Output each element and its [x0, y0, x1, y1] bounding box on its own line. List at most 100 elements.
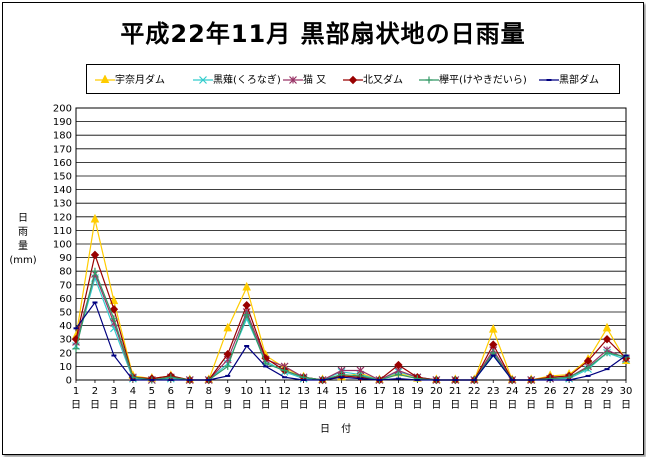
data-point — [90, 213, 100, 223]
x-tick-label: 22 — [468, 386, 481, 397]
x-tick-suffix: 日 — [412, 400, 422, 411]
data-point — [73, 327, 79, 330]
x-tick-label: 16 — [354, 386, 367, 397]
y-tick-label: 170 — [53, 144, 72, 155]
data-point — [282, 376, 288, 379]
data-point — [489, 340, 498, 349]
y-axis-label-line: 日 — [18, 213, 28, 224]
x-tick-label: 28 — [582, 386, 595, 397]
x-tick-suffix: 日 — [128, 400, 138, 411]
x-tick-label: 5 — [149, 386, 155, 397]
data-point — [602, 334, 612, 344]
x-tick-suffix: 日 — [564, 400, 574, 411]
data-point — [110, 315, 118, 323]
y-tick-label: 40 — [59, 321, 72, 332]
data-point — [623, 354, 629, 357]
x-tick-label: 17 — [373, 386, 386, 397]
legend-label: 宇奈月ダム — [115, 75, 165, 86]
legend-swatch — [193, 76, 213, 84]
y-axis-label-line: 雨 — [18, 227, 28, 238]
x-tick-suffix: 日 — [71, 400, 81, 411]
data-point — [289, 76, 297, 84]
x-tick-label: 8 — [206, 386, 212, 397]
data-point — [509, 379, 515, 381]
data-point — [528, 379, 534, 381]
x-tick-suffix: 日 — [583, 400, 593, 411]
y-tick-label: 110 — [53, 226, 72, 237]
x-tick-label: 24 — [506, 386, 519, 397]
data-point — [109, 305, 119, 314]
chart-title: 平成22年11月 黒部扇状地の日雨量 — [120, 20, 526, 48]
data-point — [603, 349, 611, 357]
y-tick-label: 60 — [59, 294, 72, 305]
y-tick-label: 20 — [59, 348, 72, 359]
data-point — [357, 377, 363, 380]
x-tick-suffix: 日 — [90, 400, 100, 411]
y-axis-label-line: 量 — [18, 241, 28, 252]
data-point — [223, 322, 233, 332]
y-tick-label: 70 — [59, 280, 72, 291]
data-point — [394, 360, 403, 370]
x-tick-suffix: 日 — [374, 400, 384, 411]
y-tick-label: 120 — [53, 212, 72, 223]
x-tick-label: 21 — [449, 386, 462, 397]
x-tick-label: 13 — [297, 386, 310, 397]
data-point — [566, 379, 572, 381]
x-tick-suffix: 日 — [621, 400, 631, 411]
data-point — [244, 345, 250, 347]
series-line — [75, 301, 627, 381]
data-point — [490, 354, 496, 357]
legend-label: 欅平(けやきだいら) — [439, 75, 527, 86]
x-tick-suffix: 日 — [602, 400, 612, 411]
x-tick-label: 25 — [525, 386, 538, 397]
x-tick-label: 19 — [411, 386, 424, 397]
x-tick-suffix: 日 — [450, 400, 460, 411]
y-tick-label: 30 — [59, 335, 72, 346]
x-tick-label: 30 — [620, 386, 633, 397]
data-point — [584, 364, 592, 372]
data-point — [320, 379, 326, 381]
data-point — [376, 379, 382, 381]
data-point — [242, 281, 251, 291]
x-tick-label: 11 — [259, 386, 272, 397]
x-tick-label: 3 — [111, 386, 117, 397]
legend-swatch — [283, 76, 303, 84]
data-point — [414, 379, 420, 381]
data-point — [339, 376, 345, 379]
x-tick-label: 23 — [487, 386, 500, 397]
data-point — [488, 324, 498, 333]
x-tick-suffix: 日 — [204, 400, 214, 411]
data-point — [395, 377, 401, 380]
legend-swatch — [419, 76, 439, 84]
data-point — [394, 371, 402, 379]
data-point — [242, 300, 251, 310]
legend-item: 黒薙(くろなぎ) — [193, 71, 281, 86]
x-tick-label: 7 — [187, 386, 193, 397]
x-tick-suffix: 日 — [299, 400, 309, 411]
data-point — [130, 379, 136, 381]
x-tick-suffix: 日 — [261, 400, 271, 411]
x-tick-label: 9 — [225, 386, 231, 397]
x-tick-suffix: 日 — [337, 400, 347, 411]
data-point — [348, 75, 358, 85]
x-tick-suffix: 日 — [166, 400, 176, 411]
x-tick-label: 10 — [240, 386, 253, 397]
x-tick-suffix: 日 — [147, 400, 157, 411]
x-tick-suffix: 日 — [318, 400, 328, 411]
data-point — [199, 76, 207, 84]
legend-label: 猫 又 — [303, 75, 327, 86]
x-tick-label: 12 — [278, 386, 291, 397]
x-tick-label: 18 — [392, 386, 405, 397]
y-tick-label: 140 — [53, 185, 72, 196]
legend-item: 北又ダム — [343, 71, 403, 86]
x-tick-label: 2 — [92, 386, 98, 397]
data-point — [471, 379, 477, 381]
data-point — [546, 79, 552, 81]
y-tick-label: 100 — [53, 240, 72, 251]
legend: 宇奈月ダム 黒薙(くろなぎ) 猫 又 北又ダム 欅平(けやきだいら) 黒部ダム — [86, 64, 620, 94]
x-tick-suffix: 日 — [507, 400, 517, 411]
legend-item: 猫 又 — [283, 71, 326, 86]
x-tick-suffix: 日 — [185, 400, 195, 411]
data-point — [547, 379, 553, 381]
